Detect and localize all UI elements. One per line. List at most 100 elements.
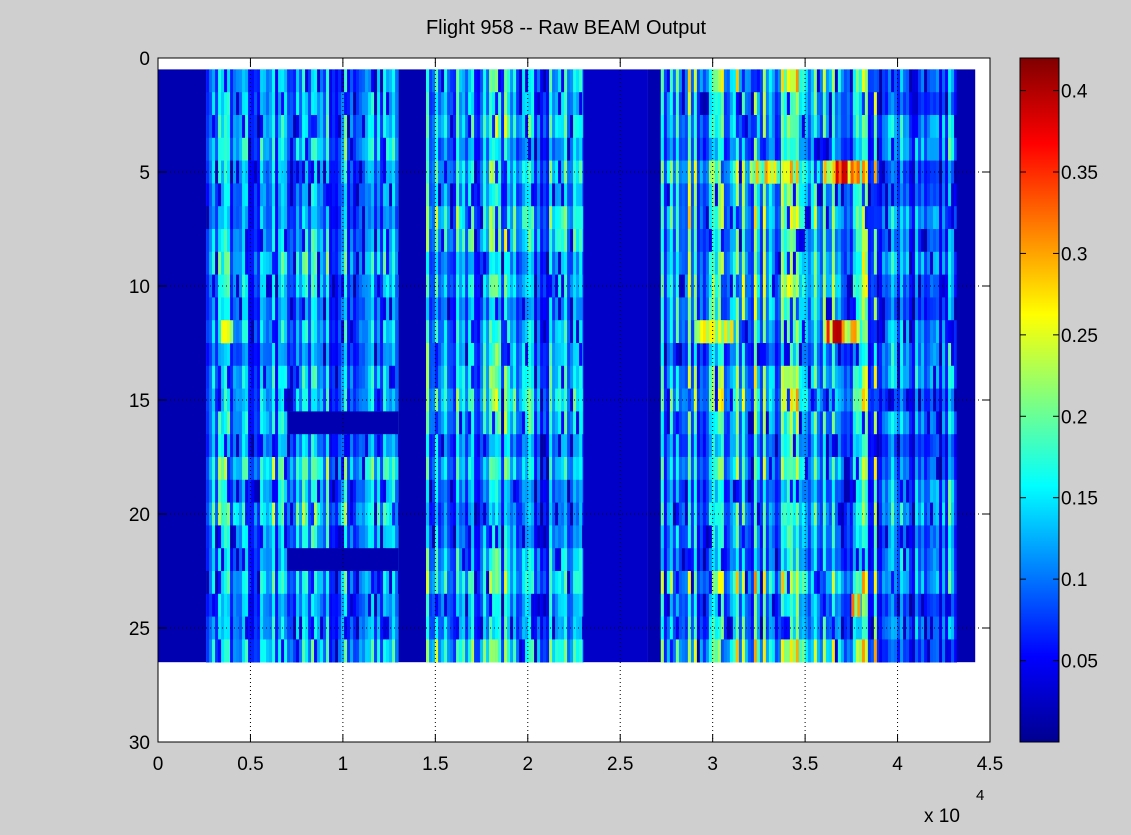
- heatmap-cell: [221, 183, 225, 207]
- heatmap-cell: [666, 457, 671, 481]
- heatmap-cell: [329, 525, 333, 549]
- heatmap-cell: [218, 229, 222, 253]
- heatmap-cell: [392, 434, 396, 458]
- heatmap-cell: [663, 320, 668, 344]
- heatmap-cell: [465, 593, 469, 617]
- heatmap-cell: [729, 115, 734, 139]
- heatmap-cell: [831, 434, 836, 458]
- heatmap-cell: [843, 548, 848, 572]
- heatmap-cell: [386, 343, 390, 367]
- heatmap-cell: [660, 115, 665, 139]
- heatmap-cell: [492, 115, 496, 139]
- heatmap-cell: [726, 502, 731, 526]
- heatmap-cell: [567, 69, 571, 93]
- heatmap-cell: [876, 229, 880, 253]
- heatmap-cell: [690, 571, 695, 595]
- heatmap-cell: [783, 571, 788, 595]
- heatmap-cell: [858, 92, 863, 116]
- heatmap-cell: [750, 251, 755, 275]
- heatmap-cell: [759, 297, 764, 321]
- heatmap-cell: [501, 92, 505, 116]
- heatmap-cell: [534, 479, 538, 503]
- heatmap-cell: [786, 411, 791, 435]
- heatmap-cell: [816, 183, 821, 207]
- heatmap-cell: [786, 160, 791, 184]
- heatmap-cell: [314, 502, 318, 526]
- heatmap-cell: [230, 343, 234, 367]
- heatmap-cell: [435, 479, 439, 503]
- heatmap-cell: [678, 365, 683, 389]
- heatmap-cell: [552, 457, 556, 481]
- heatmap-cell: [864, 229, 869, 253]
- heatmap-cell: [284, 229, 288, 253]
- heatmap-cell: [705, 525, 710, 549]
- heatmap-cell: [432, 593, 436, 617]
- heatmap-cell: [834, 502, 839, 526]
- heatmap-cell: [495, 502, 499, 526]
- heatmap-cell: [813, 343, 818, 367]
- heatmap-cell: [341, 525, 345, 549]
- heatmap-cell: [546, 229, 550, 253]
- heatmap-cell: [513, 411, 517, 435]
- heatmap-cell: [825, 343, 830, 367]
- heatmap-cell: [471, 251, 475, 275]
- heatmap-cell: [852, 206, 857, 230]
- heatmap-cell: [711, 434, 716, 458]
- heatmap-cell: [735, 251, 740, 275]
- heatmap-cell: [804, 343, 809, 367]
- heatmap-cell: [329, 320, 333, 344]
- heatmap-cell: [570, 502, 574, 526]
- heatmap-cell: [849, 411, 854, 435]
- heatmap-cell: [738, 343, 743, 367]
- heatmap-cell: [284, 616, 288, 640]
- heatmap-cell: [474, 616, 478, 640]
- heatmap-cell: [810, 457, 815, 481]
- heatmap-cell: [750, 343, 755, 367]
- heatmap-cell: [741, 616, 746, 640]
- heatmap-cell: [570, 69, 574, 93]
- heatmap-cell: [798, 411, 803, 435]
- heatmap-cell: [702, 274, 707, 298]
- heatmap-cell: [266, 502, 270, 526]
- heatmap-cell: [534, 229, 538, 253]
- heatmap-cell: [750, 479, 755, 503]
- heatmap-cell: [302, 69, 306, 93]
- heatmap-cell: [729, 548, 734, 572]
- heatmap-cell: [374, 69, 378, 93]
- heatmap-cell: [239, 137, 243, 161]
- heatmap-cell: [317, 365, 321, 389]
- heatmap-cell: [870, 525, 875, 549]
- heatmap-cell: [248, 251, 252, 275]
- heatmap-cell: [254, 434, 258, 458]
- heatmap-cell: [284, 115, 288, 139]
- heatmap-cell: [230, 297, 234, 321]
- heatmap-cell: [296, 593, 300, 617]
- heatmap-cell: [576, 92, 580, 116]
- heatmap-cell: [495, 548, 499, 572]
- heatmap-cell: [233, 434, 237, 458]
- heatmap-cell: [741, 343, 746, 367]
- heatmap-cell: [819, 274, 824, 298]
- heatmap-cell: [540, 639, 544, 663]
- heatmap-cell: [528, 251, 532, 275]
- heatmap-cell: [218, 616, 222, 640]
- heatmap-cell: [774, 548, 779, 572]
- heatmap-cell: [531, 206, 535, 230]
- heatmap-cell: [299, 274, 303, 298]
- heatmap-cell: [471, 365, 475, 389]
- heatmap-cell: [456, 525, 460, 549]
- heatmap-cell: [708, 137, 713, 161]
- heatmap-cell: [341, 479, 345, 503]
- heatmap-cell: [323, 593, 327, 617]
- heatmap-cell: [714, 616, 719, 640]
- heatmap-cell: [371, 616, 375, 640]
- heatmap-cell: [798, 137, 803, 161]
- heatmap-cell: [215, 297, 219, 321]
- heatmap-cell: [852, 137, 857, 161]
- heatmap-cell: [492, 479, 496, 503]
- heatmap-cell: [675, 388, 680, 412]
- heatmap-cell: [483, 548, 487, 572]
- heatmap-cell: [819, 457, 824, 481]
- heatmap-cell: [552, 137, 556, 161]
- heatmap-cell: [320, 639, 324, 663]
